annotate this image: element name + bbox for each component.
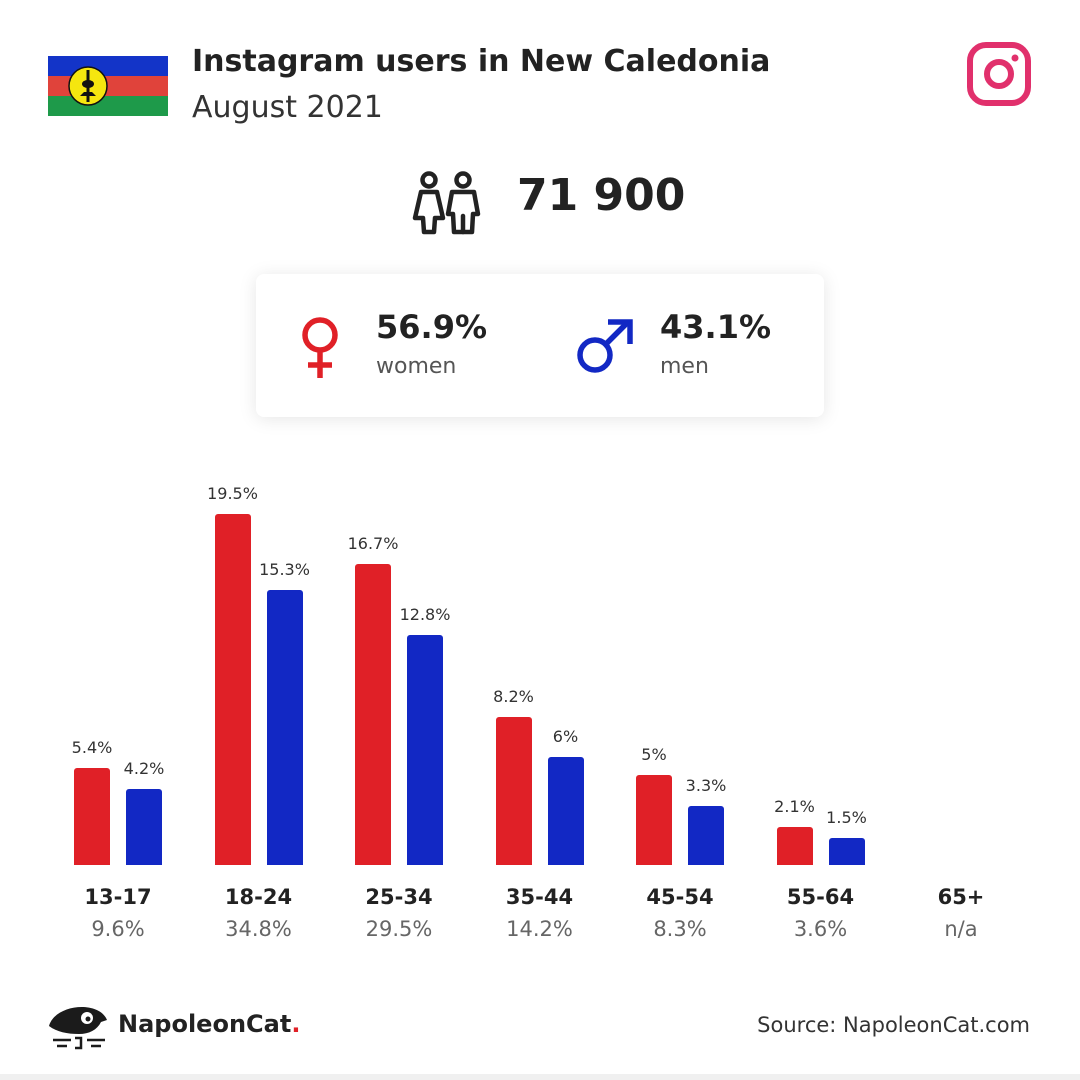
bar-women-13-17 bbox=[74, 767, 110, 865]
napoleoncat-logo-icon bbox=[49, 1007, 107, 1050]
category-total-35-44: 14.2% bbox=[506, 917, 573, 941]
category-label-45-54: 45-54 bbox=[646, 885, 714, 909]
bar-men-13-17 bbox=[126, 789, 162, 865]
bar-women-45-54 bbox=[636, 775, 672, 865]
bar-men-18-24 bbox=[266, 589, 303, 865]
category-label-35-44: 35-44 bbox=[505, 885, 574, 909]
category-total-18-24: 34.8% bbox=[225, 917, 292, 941]
value-label-women-45-54: 5% bbox=[641, 745, 667, 764]
bar-women-25-34 bbox=[355, 564, 391, 865]
bar-women-55-64 bbox=[776, 827, 813, 865]
bar-men-55-64 bbox=[828, 838, 865, 865]
category-total-45-54: 8.3% bbox=[653, 917, 707, 941]
women-label: women bbox=[376, 354, 457, 379]
category-total-55-64: 3.6% bbox=[793, 917, 848, 941]
men-percentage: 43.1% bbox=[660, 308, 772, 346]
value-label-women-13-17: 5.4% bbox=[71, 737, 113, 757]
category-label-55-64: 55-64 bbox=[786, 885, 855, 909]
brand-dot: . bbox=[291, 1010, 301, 1038]
category-total-13-17: 9.6% bbox=[91, 917, 145, 941]
footer-strip bbox=[0, 1074, 1080, 1080]
male-symbol-icon bbox=[577, 319, 633, 373]
source-text: Source: NapoleonCat.com bbox=[757, 1013, 1030, 1037]
total-users-value: 71 900 bbox=[517, 170, 686, 221]
category-total-65+: n/a bbox=[944, 917, 978, 941]
chart-subtitle: August 2021 bbox=[192, 90, 383, 125]
category-total-25-34: 29.5% bbox=[365, 917, 433, 941]
female-symbol-icon bbox=[302, 317, 338, 378]
value-label-women-35-44: 8.2% bbox=[493, 687, 534, 707]
category-label-18-24: 18-24 bbox=[224, 885, 293, 909]
value-label-women-55-64: 2.1% bbox=[774, 797, 815, 817]
brand-name: NapoleonCat. bbox=[118, 1010, 300, 1038]
value-label-men-25-34: 12.8% bbox=[399, 604, 451, 624]
value-label-women-25-34: 16.7% bbox=[347, 534, 399, 554]
category-label-65+: 65+ bbox=[937, 885, 985, 909]
category-label-13-17: 13-17 bbox=[84, 885, 152, 909]
new-caledonia-flag-icon bbox=[48, 56, 168, 116]
bar-women-18-24 bbox=[214, 514, 251, 865]
women-percentage: 56.9% bbox=[376, 308, 488, 346]
category-label-25-34: 25-34 bbox=[365, 885, 433, 909]
bar-women-35-44 bbox=[495, 717, 532, 865]
bar-men-25-34 bbox=[407, 634, 443, 865]
users-icon bbox=[412, 171, 481, 235]
value-label-women-18-24: 19.5% bbox=[207, 484, 258, 503]
men-label: men bbox=[660, 354, 709, 379]
value-label-men-13-17: 4.2% bbox=[123, 759, 165, 779]
chart-title: Instagram users in New Caledonia bbox=[192, 44, 771, 79]
bar-men-35-44 bbox=[547, 757, 584, 865]
bar-men-45-54 bbox=[688, 805, 724, 865]
value-label-men-45-54: 3.3% bbox=[685, 775, 727, 795]
value-label-men-18-24: 15.3% bbox=[259, 559, 310, 579]
gender-split-card: 56.9% women 43.1% men bbox=[256, 274, 824, 417]
value-label-men-35-44: 6% bbox=[552, 727, 579, 746]
instagram-icon bbox=[967, 42, 1031, 106]
value-label-men-55-64: 1.5% bbox=[826, 808, 867, 827]
brand-name-text: NapoleonCat bbox=[118, 1010, 292, 1038]
